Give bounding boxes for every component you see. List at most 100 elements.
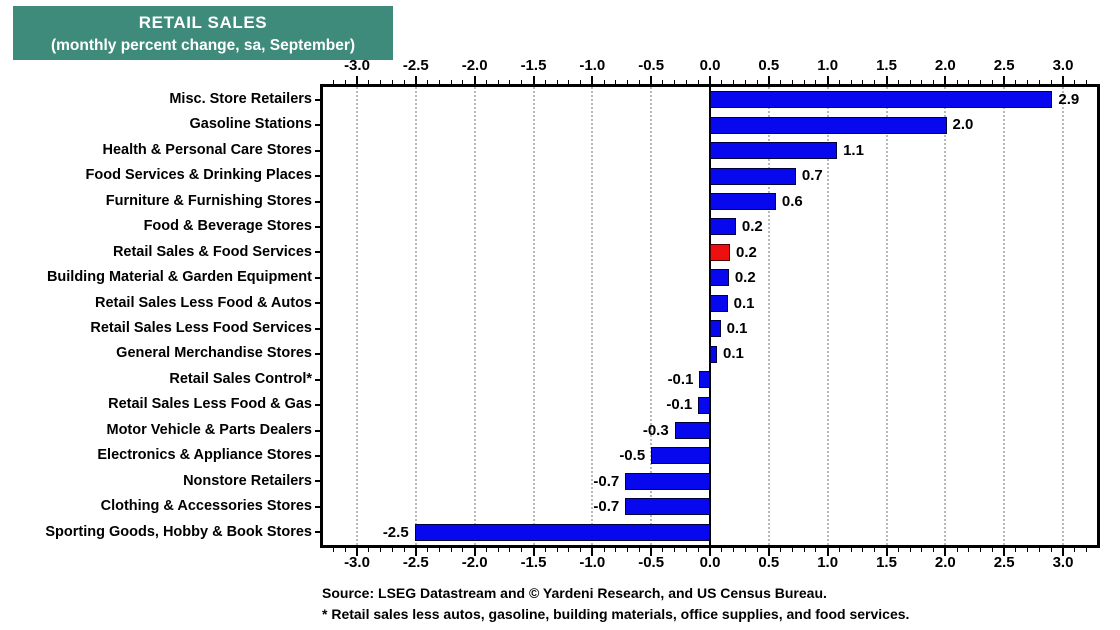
gridline bbox=[767, 87, 770, 545]
major-tick bbox=[885, 76, 888, 84]
minor-tick bbox=[627, 548, 629, 552]
gridline bbox=[356, 87, 358, 545]
minor-tick bbox=[991, 548, 993, 552]
bottom-axis-tick-label: 0.5 bbox=[758, 554, 780, 571]
major-tick bbox=[1062, 548, 1064, 556]
bar bbox=[699, 371, 710, 389]
minor-tick bbox=[438, 80, 440, 84]
minor-tick bbox=[509, 80, 511, 84]
minor-tick bbox=[815, 548, 817, 552]
bar bbox=[710, 269, 729, 287]
bar bbox=[710, 142, 838, 160]
bar bbox=[710, 294, 728, 312]
minor-tick bbox=[556, 548, 558, 552]
minor-tick bbox=[980, 80, 982, 84]
bottom-axis-tick-label: -1.0 bbox=[579, 554, 606, 571]
minor-tick bbox=[933, 80, 935, 84]
category-label: Sporting Goods, Hobby & Book Stores bbox=[45, 523, 312, 540]
minor-tick bbox=[1074, 80, 1076, 84]
top-axis-tick-label: 1.0 bbox=[817, 57, 839, 74]
bar bbox=[710, 218, 736, 236]
minor-tick bbox=[838, 548, 840, 552]
bottom-axis-tick-label: -0.5 bbox=[638, 554, 665, 571]
category-label: Food Services & Drinking Places bbox=[85, 167, 312, 184]
minor-tick bbox=[568, 548, 570, 552]
minor-tick bbox=[450, 548, 452, 552]
minor-tick bbox=[580, 548, 582, 552]
bar bbox=[710, 167, 796, 185]
bar bbox=[710, 320, 721, 338]
top-axis-tick-label: -2.5 bbox=[402, 57, 429, 74]
top-axis-tick-label: 3.0 bbox=[1052, 57, 1074, 74]
major-tick bbox=[356, 548, 358, 556]
category-label: Retail Sales Less Food & Autos bbox=[94, 294, 312, 311]
category-tick bbox=[315, 225, 323, 228]
minor-tick bbox=[1015, 80, 1017, 84]
top-axis-tick-label: -1.0 bbox=[579, 57, 606, 74]
major-tick bbox=[826, 548, 829, 556]
major-tick bbox=[532, 548, 535, 556]
major-tick bbox=[532, 76, 535, 84]
minor-tick bbox=[544, 548, 546, 552]
major-tick bbox=[885, 548, 888, 556]
bar-value-label: -0.7 bbox=[593, 498, 620, 516]
minor-tick bbox=[332, 80, 334, 84]
minor-tick bbox=[344, 80, 346, 84]
minor-tick bbox=[497, 548, 499, 552]
major-tick bbox=[473, 548, 476, 556]
gridline bbox=[650, 87, 653, 545]
chart-footer: Source: LSEG Datastream and © Yardeni Re… bbox=[322, 583, 1082, 625]
minor-tick bbox=[1074, 548, 1076, 552]
bar bbox=[710, 91, 1053, 109]
zero-axis-line bbox=[709, 87, 711, 545]
minor-tick bbox=[838, 80, 840, 84]
minor-tick bbox=[391, 80, 393, 84]
minor-tick bbox=[744, 548, 746, 552]
bar-value-label: 1.1 bbox=[843, 141, 864, 159]
bar-value-label: -0.1 bbox=[667, 370, 694, 388]
category-tick bbox=[315, 251, 323, 254]
category-label: Retail Sales & Food Services bbox=[112, 243, 312, 260]
minor-tick bbox=[791, 548, 793, 552]
minor-tick bbox=[521, 80, 523, 84]
category-tick bbox=[315, 327, 323, 330]
minor-tick bbox=[427, 80, 429, 84]
major-tick bbox=[944, 548, 947, 556]
minor-tick bbox=[1086, 80, 1088, 84]
minor-tick bbox=[1038, 548, 1040, 552]
minor-tick bbox=[674, 80, 676, 84]
bar-value-label: -2.5 bbox=[382, 523, 409, 541]
bottom-axis-tick-label: 3.0 bbox=[1052, 554, 1074, 571]
minor-tick bbox=[403, 80, 405, 84]
bottom-axis-tick-label: 2.0 bbox=[934, 554, 956, 571]
minor-tick bbox=[438, 548, 440, 552]
minor-tick bbox=[603, 548, 605, 552]
bar bbox=[625, 498, 710, 516]
minor-tick bbox=[991, 80, 993, 84]
top-axis-tick-label: -3.0 bbox=[344, 57, 370, 74]
bar bbox=[674, 422, 710, 439]
category-label: General Merchandise Stores bbox=[116, 345, 312, 362]
minor-tick bbox=[850, 548, 852, 552]
category-tick bbox=[315, 276, 323, 279]
minor-tick bbox=[968, 80, 970, 84]
category-label: Misc. Store Retailers bbox=[169, 91, 312, 107]
chart-title-box: RETAIL SALES (monthly percent change, sa… bbox=[13, 6, 393, 60]
bar-value-label: 0.2 bbox=[736, 243, 757, 261]
minor-tick bbox=[580, 80, 582, 84]
category-label: Retail Sales Control* bbox=[169, 370, 312, 387]
minor-tick bbox=[391, 548, 393, 552]
minor-tick bbox=[450, 80, 452, 84]
gridline bbox=[944, 87, 947, 545]
minor-tick bbox=[956, 80, 958, 84]
minor-tick bbox=[874, 548, 876, 552]
bar bbox=[651, 447, 710, 465]
top-axis-tick-label: -1.5 bbox=[520, 57, 547, 74]
gridline bbox=[1062, 87, 1064, 545]
major-tick bbox=[767, 548, 770, 556]
major-tick bbox=[591, 76, 594, 84]
minor-tick bbox=[862, 548, 864, 552]
bottom-axis-tick-label: 2.5 bbox=[993, 554, 1015, 571]
bar-value-label: 0.2 bbox=[734, 269, 756, 287]
minor-tick bbox=[921, 80, 923, 84]
